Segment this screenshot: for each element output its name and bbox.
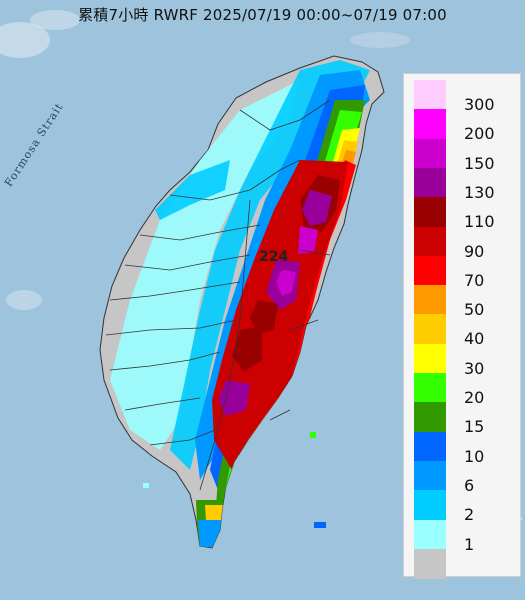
islet xyxy=(314,522,326,528)
cloud-patch xyxy=(30,10,80,30)
legend-swatch xyxy=(414,490,446,521)
legend-swatch xyxy=(414,519,446,550)
legend-swatch xyxy=(414,373,446,403)
legend-swatch xyxy=(414,431,446,462)
legend-label: 1 xyxy=(464,534,475,554)
legend-swatch xyxy=(414,343,446,374)
legend-label: 10 xyxy=(464,446,485,466)
legend-label: 50 xyxy=(464,300,485,320)
legend-swatch xyxy=(414,548,446,579)
legend-label: 2 xyxy=(464,505,475,525)
legend-label: 150 xyxy=(464,153,495,173)
legend-swatch xyxy=(414,167,446,198)
legend-swatch xyxy=(414,402,446,433)
legend-swatch xyxy=(414,80,446,110)
rainfall-legend: 300 200 150 130 110 90 70 50 40 30 20 15 10 6 2 1 xyxy=(403,73,521,579)
legend-swatch xyxy=(414,109,446,140)
legend-swatch xyxy=(414,138,446,169)
county-boundaries xyxy=(105,99,331,491)
legend-label: 110 xyxy=(464,212,495,232)
legend-swatch xyxy=(414,255,446,286)
legend-label: 20 xyxy=(464,388,485,407)
legend-swatch xyxy=(414,460,446,491)
legend-label: 70 xyxy=(464,270,485,290)
cloud-patch xyxy=(350,32,410,48)
islet xyxy=(143,483,149,488)
legend-swatch xyxy=(414,197,446,228)
cloud-patch xyxy=(0,22,50,58)
legend-label: 30 xyxy=(464,358,485,378)
max-rainfall-label: 224 xyxy=(259,249,289,265)
legend-swatch xyxy=(414,226,446,257)
legend-label: 40 xyxy=(464,329,485,349)
legend-swatch xyxy=(414,314,446,345)
legend-label: 15 xyxy=(464,417,485,437)
legend-label: 200 xyxy=(464,124,495,144)
map-title: 累積7小時 RWRF 2025/07/19 00:00~07/19 07:00 xyxy=(78,6,447,24)
legend-swatch xyxy=(414,285,446,316)
cloud-patch xyxy=(6,290,42,310)
legend-label: 130 xyxy=(464,182,495,202)
legend-label: 6 xyxy=(464,475,475,495)
legend-label: 90 xyxy=(464,241,485,261)
islet xyxy=(310,432,316,438)
legend-label: 300 xyxy=(464,95,495,114)
